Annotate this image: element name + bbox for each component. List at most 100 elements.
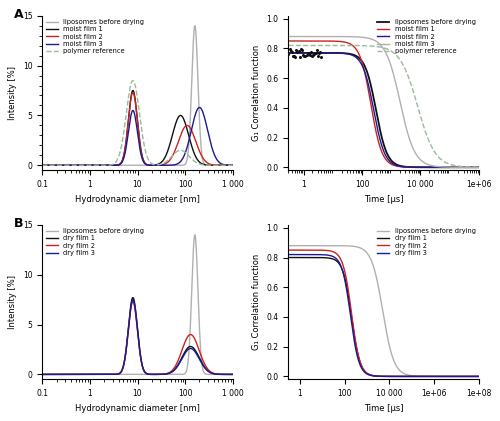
dry film 3 bbox=[230, 372, 236, 377]
Line: moist film 1: moist film 1 bbox=[288, 41, 479, 167]
dry film 2 bbox=[39, 372, 45, 377]
dry film 1 bbox=[190, 344, 196, 349]
moist film 3 bbox=[196, 105, 202, 110]
polymer reference bbox=[132, 82, 138, 87]
polymer reference bbox=[470, 165, 476, 170]
liposomes before drying bbox=[39, 163, 45, 168]
liposomes before drying bbox=[476, 374, 482, 379]
dry film 1 bbox=[230, 372, 236, 377]
moist film 1 bbox=[295, 38, 301, 43]
liposomes before drying bbox=[373, 273, 379, 278]
moist film 2 bbox=[127, 105, 133, 110]
Line: dry film 3: dry film 3 bbox=[42, 300, 233, 374]
liposomes before drying bbox=[476, 165, 482, 170]
moist film 3 bbox=[286, 34, 292, 39]
Legend: liposomes before drying, dry film 1, dry film 2, dry film 3: liposomes before drying, dry film 1, dry… bbox=[378, 228, 476, 256]
moist film 1 bbox=[286, 38, 292, 43]
dry film 1 bbox=[127, 311, 133, 316]
moist film 1 bbox=[130, 88, 136, 93]
polymer reference bbox=[286, 43, 292, 48]
dry film 3 bbox=[224, 372, 230, 377]
dry film 1 bbox=[286, 255, 292, 260]
dry film 1 bbox=[224, 372, 230, 377]
moist film 2 bbox=[476, 165, 482, 170]
liposomes before drying bbox=[192, 232, 198, 237]
liposomes before drying bbox=[132, 372, 138, 377]
moist film 2 bbox=[378, 141, 384, 146]
moist film 3 bbox=[224, 163, 230, 168]
dry film 1 bbox=[49, 372, 55, 377]
dry film 3 bbox=[49, 372, 55, 377]
dry film 3 bbox=[130, 297, 136, 302]
moist film 3 bbox=[132, 113, 138, 118]
Line: dry film 1: dry film 1 bbox=[288, 258, 479, 376]
dry film 3 bbox=[127, 312, 133, 317]
moist film 2 bbox=[286, 51, 292, 56]
liposomes before drying bbox=[378, 298, 384, 304]
dry film 1 bbox=[476, 374, 482, 379]
dry film 2 bbox=[476, 374, 482, 379]
moist film 1 bbox=[132, 96, 138, 101]
dry film 2 bbox=[470, 374, 476, 379]
liposomes before drying bbox=[295, 51, 301, 56]
liposomes before drying bbox=[286, 243, 292, 248]
moist film 1 bbox=[470, 165, 476, 170]
moist film 2 bbox=[373, 119, 379, 124]
liposomes before drying bbox=[49, 163, 55, 168]
Line: polymer reference: polymer reference bbox=[42, 80, 233, 165]
liposomes before drying bbox=[436, 374, 442, 379]
dry film 2 bbox=[130, 299, 136, 304]
dry film 2 bbox=[127, 314, 133, 319]
moist film 1 bbox=[230, 163, 236, 168]
dry film 2 bbox=[230, 372, 236, 377]
polymer reference bbox=[295, 43, 301, 48]
Line: liposomes before drying: liposomes before drying bbox=[288, 53, 479, 167]
moist film 1 bbox=[190, 146, 196, 151]
dry film 1 bbox=[132, 303, 138, 308]
dry film 2 bbox=[224, 372, 230, 377]
moist film 2 bbox=[49, 163, 55, 168]
polymer reference bbox=[373, 44, 379, 49]
dry film 1 bbox=[378, 374, 384, 379]
dry film 2 bbox=[295, 248, 301, 253]
moist film 3 bbox=[436, 164, 442, 169]
dry film 1 bbox=[295, 255, 301, 260]
Y-axis label: G₁ Correlation function: G₁ Correlation function bbox=[252, 45, 261, 141]
polymer reference bbox=[378, 45, 384, 50]
liposomes before drying bbox=[224, 163, 230, 168]
liposomes before drying bbox=[286, 51, 292, 56]
moist film 3 bbox=[49, 163, 55, 168]
Line: moist film 3: moist film 3 bbox=[42, 107, 233, 165]
dry film 2 bbox=[224, 372, 230, 377]
dry film 1 bbox=[470, 374, 476, 379]
dry film 3 bbox=[295, 252, 301, 257]
moist film 1 bbox=[127, 103, 133, 108]
dry film 1 bbox=[470, 374, 476, 379]
moist film 1 bbox=[224, 163, 230, 168]
dry film 3 bbox=[190, 346, 196, 352]
Line: liposomes before drying: liposomes before drying bbox=[42, 26, 233, 165]
Line: dry film 3: dry film 3 bbox=[288, 255, 479, 376]
liposomes before drying bbox=[470, 165, 476, 170]
moist film 3 bbox=[378, 43, 384, 48]
moist film 2 bbox=[224, 163, 230, 168]
polymer reference bbox=[49, 163, 55, 168]
moist film 2 bbox=[224, 163, 230, 168]
dry film 2 bbox=[436, 374, 442, 379]
dry film 2 bbox=[49, 372, 55, 377]
polymer reference bbox=[190, 157, 196, 162]
dry film 1 bbox=[130, 295, 136, 300]
dry film 3 bbox=[39, 372, 45, 377]
moist film 1 bbox=[224, 163, 230, 168]
Line: liposomes before drying: liposomes before drying bbox=[288, 245, 479, 376]
dry film 3 bbox=[436, 374, 442, 379]
moist film 1 bbox=[436, 165, 442, 170]
Text: B: B bbox=[14, 217, 23, 230]
dry film 1 bbox=[224, 372, 230, 377]
dry film 3 bbox=[224, 372, 230, 377]
polymer reference bbox=[39, 163, 45, 168]
dry film 3 bbox=[470, 374, 476, 379]
moist film 1 bbox=[378, 147, 384, 152]
moist film 2 bbox=[230, 163, 236, 168]
dry film 2 bbox=[470, 374, 476, 379]
